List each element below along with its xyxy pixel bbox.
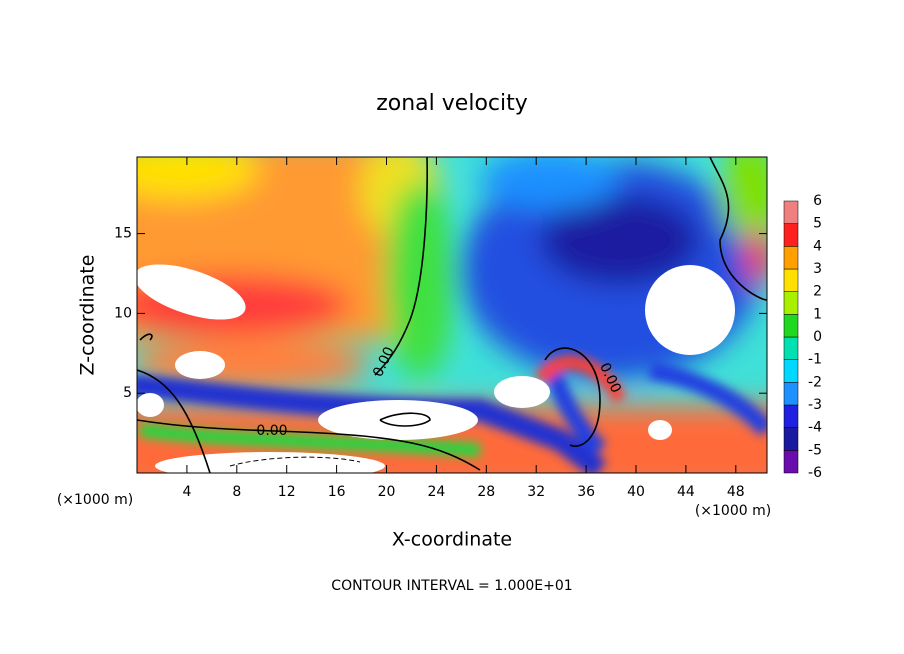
contour-label: 0.00 [256, 423, 287, 439]
x-tick-label: 28 [477, 484, 495, 500]
colorbar-label: -5 [808, 442, 822, 458]
x-tick-label: 32 [527, 484, 545, 500]
colorbar-band [783, 450, 799, 474]
y-tick-label: 5 [123, 385, 132, 401]
x-axis-label: X-coordinate [392, 529, 512, 551]
y-tick-label: 15 [114, 226, 132, 242]
colorbar-label: 6 [813, 193, 822, 209]
x-tick-label: 4 [182, 484, 191, 500]
colorbar-band [783, 246, 799, 270]
colorbar-label: 3 [813, 261, 822, 277]
x-tick-label: 8 [232, 484, 241, 500]
y-tick-label: 10 [114, 305, 132, 321]
footer: CONTOUR INTERVAL = 1.000E+01 [331, 578, 572, 594]
x-tick-label: 16 [328, 484, 346, 500]
x-unit: (×1000 m) [57, 492, 133, 508]
x-tick-label: 48 [727, 484, 745, 500]
x-tick-label: 20 [378, 484, 396, 500]
colorbar-band [783, 336, 799, 360]
colorbar-band [783, 314, 799, 338]
colorbar-label: 0 [813, 329, 822, 345]
colorbar-band [783, 382, 799, 406]
colorbar-label: -4 [808, 420, 822, 436]
x-tick-label: 40 [627, 484, 645, 500]
field [137, 157, 767, 473]
colorbar-label: -1 [808, 352, 822, 368]
x-unit: (×1000 m) [695, 503, 771, 519]
colorbar-label: -3 [808, 397, 822, 413]
x-tick-label: 44 [677, 484, 695, 500]
colorbar-band [783, 291, 799, 315]
colorbar-band [783, 359, 799, 383]
x-tick-label: 36 [577, 484, 595, 500]
colorbar-label: -2 [808, 374, 822, 390]
colorbar-band [783, 200, 799, 224]
colorbar-band [783, 268, 799, 292]
colorbar-label: 4 [813, 238, 822, 254]
colorbar-label: 2 [813, 284, 822, 300]
plot-frame [136, 156, 768, 474]
x-tick-label: 12 [278, 484, 296, 500]
colorbar-label: -6 [808, 465, 822, 481]
x-tick-label: 24 [427, 484, 445, 500]
colorbar-label: 5 [813, 216, 822, 232]
colorbar-label: 1 [813, 306, 822, 322]
chart-title: zonal velocity [376, 91, 528, 116]
colorbar-band [783, 427, 799, 451]
colorbar-band [783, 404, 799, 428]
y-axis-label: Z-coordinate [77, 255, 99, 376]
colorbar-band [783, 223, 799, 247]
